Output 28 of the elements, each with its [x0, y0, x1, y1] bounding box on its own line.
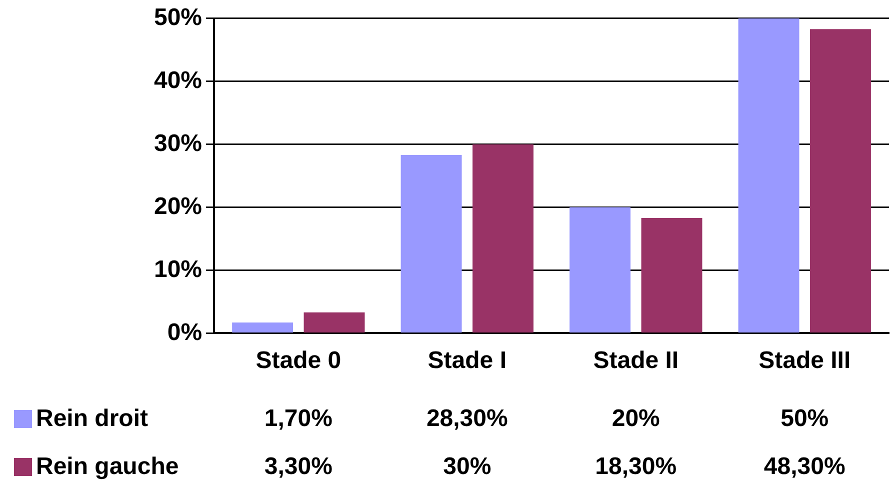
data-label: 20% — [612, 405, 660, 433]
x-tick-label: Stade II — [593, 347, 679, 374]
x-tick-label: Stade I — [428, 347, 506, 374]
y-tick-label: 20% — [154, 192, 202, 220]
x-tick-label: Stade III — [758, 347, 851, 374]
data-label: 28,30% — [426, 405, 508, 433]
data-label: 3,30% — [264, 453, 332, 481]
bar — [810, 29, 871, 332]
bar — [738, 18, 800, 332]
bar — [472, 144, 534, 332]
bar — [641, 218, 702, 332]
data-label: 18,30% — [595, 453, 677, 481]
legend-label: Rein gauche — [36, 453, 179, 481]
y-tick-label: 40% — [154, 66, 202, 94]
bar — [304, 312, 365, 332]
data-label: 1,70% — [264, 405, 332, 433]
y-tick-label: 10% — [154, 256, 202, 283]
y-tick-label: 30% — [154, 130, 202, 157]
data-label: 30% — [443, 453, 492, 481]
y-tick-label: 0% — [167, 318, 202, 346]
data-label: 50% — [780, 405, 829, 433]
bar — [232, 322, 294, 332]
y-tick-label: 50% — [154, 4, 202, 32]
bar — [400, 155, 462, 332]
legend-label: Rein droit — [36, 405, 148, 433]
x-tick-label: Stade 0 — [256, 347, 342, 374]
data-label: 48,30% — [764, 453, 846, 481]
bar — [570, 207, 631, 332]
